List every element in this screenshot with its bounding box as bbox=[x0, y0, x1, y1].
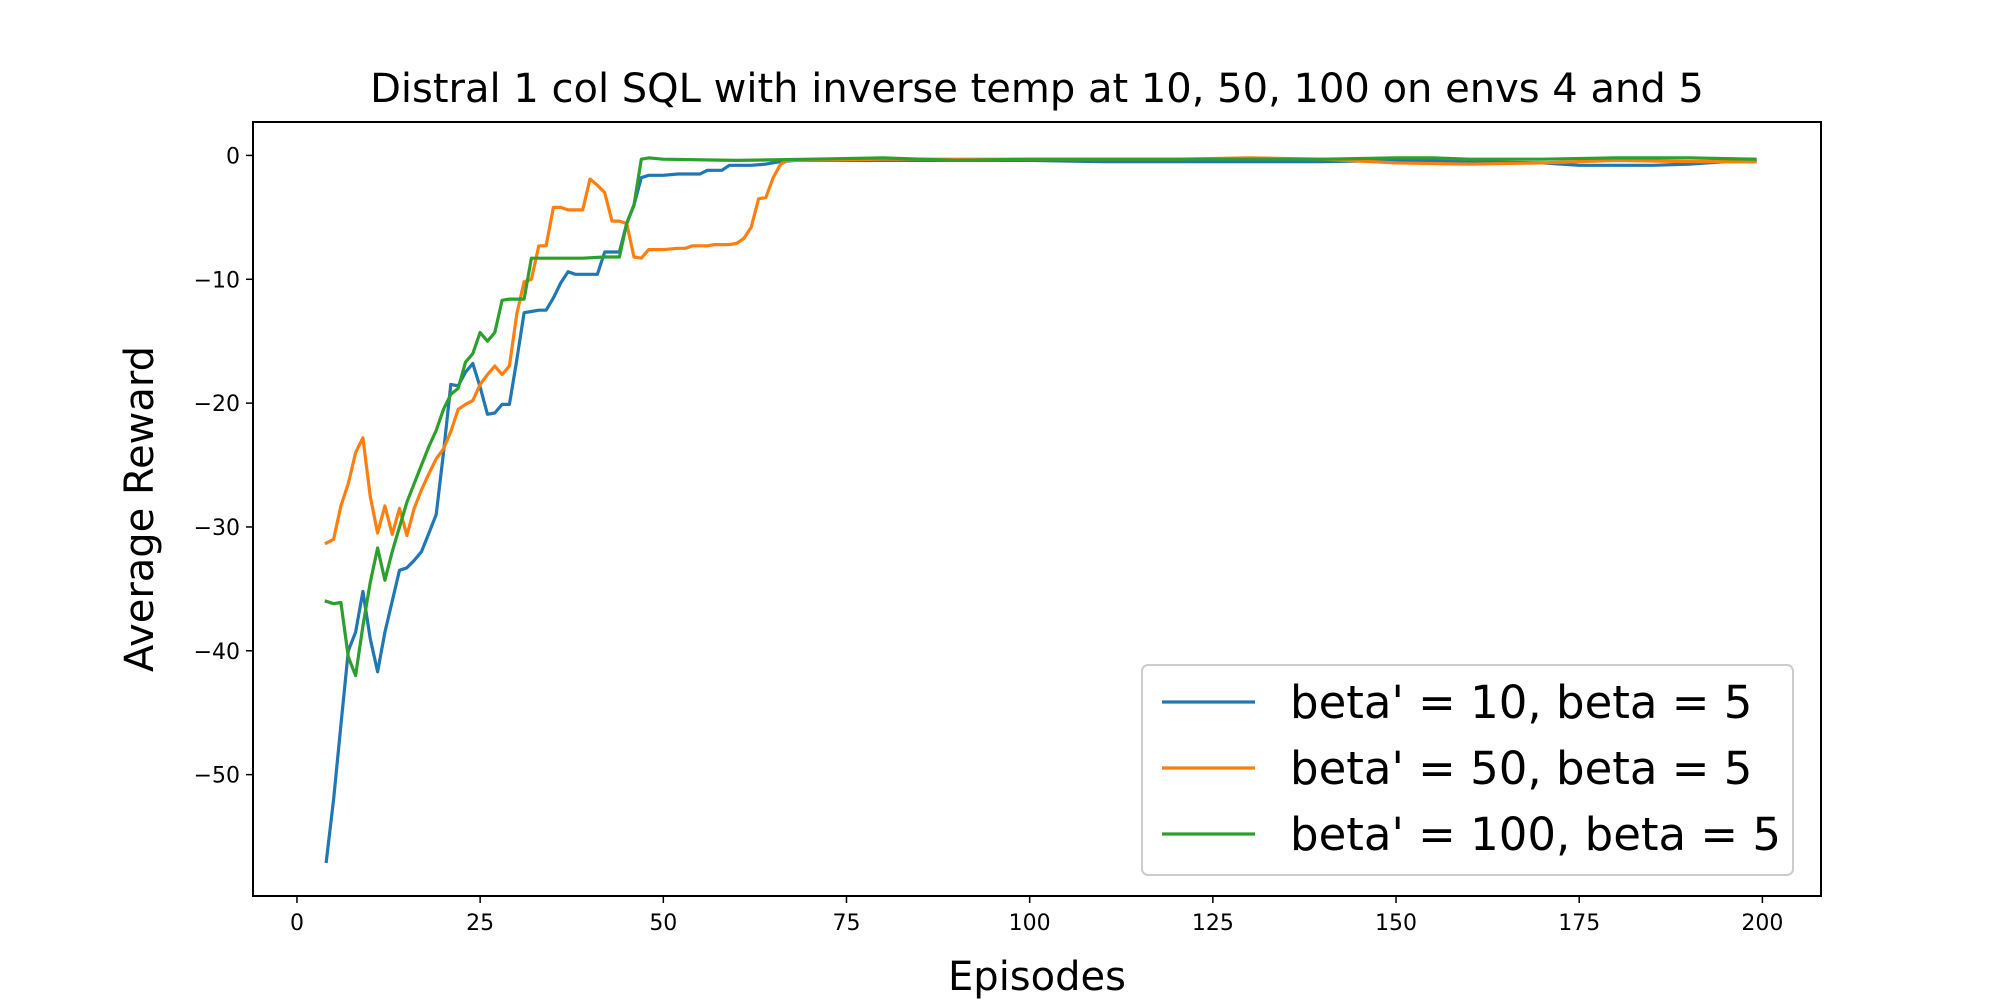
x-axis-title: Episodes bbox=[948, 954, 1126, 1000]
y-tick-label: −10 bbox=[194, 268, 240, 293]
series-layer bbox=[324, 156, 1757, 864]
legend: beta' = 10, beta = 5 beta' = 50, beta = 5… bbox=[1141, 664, 1794, 876]
plot-area bbox=[252, 121, 1822, 897]
y-tick-label: −40 bbox=[194, 640, 240, 665]
x-tick-label: 0 bbox=[290, 911, 304, 936]
legend-label-2: beta' = 50, beta = 5 bbox=[1290, 742, 1752, 795]
legend-label-1: beta' = 10, beta = 5 bbox=[1290, 676, 1752, 729]
series-line-3 bbox=[324, 156, 1757, 678]
y-axis-ticks: 0 −10 −20 −30 −40 −50 bbox=[194, 144, 253, 789]
x-tick-label: 200 bbox=[1741, 911, 1783, 936]
x-tick-label: 125 bbox=[1192, 911, 1234, 936]
x-tick-label: 150 bbox=[1375, 911, 1417, 936]
y-tick-label: −30 bbox=[194, 516, 240, 541]
legend-box bbox=[1141, 664, 1794, 876]
x-tick-label: 25 bbox=[466, 911, 494, 936]
y-tick-label: −50 bbox=[194, 764, 240, 789]
x-tick-label: 50 bbox=[649, 911, 677, 936]
x-tick-label: 100 bbox=[1009, 911, 1051, 936]
x-tick-label: 75 bbox=[832, 911, 860, 936]
y-tick-label: 0 bbox=[226, 144, 240, 169]
plot-frame bbox=[252, 121, 1822, 897]
y-tick-label: −20 bbox=[194, 392, 240, 417]
legend-label-3: beta' = 100, beta = 5 bbox=[1290, 808, 1781, 861]
y-axis-title: Average Reward bbox=[117, 346, 163, 672]
x-axis-ticks: 0 25 50 75 100 125 150 175 200 bbox=[290, 896, 1783, 936]
x-tick-label: 175 bbox=[1558, 911, 1600, 936]
chart-title: Distral 1 col SQL with inverse temp at 1… bbox=[370, 66, 1704, 112]
